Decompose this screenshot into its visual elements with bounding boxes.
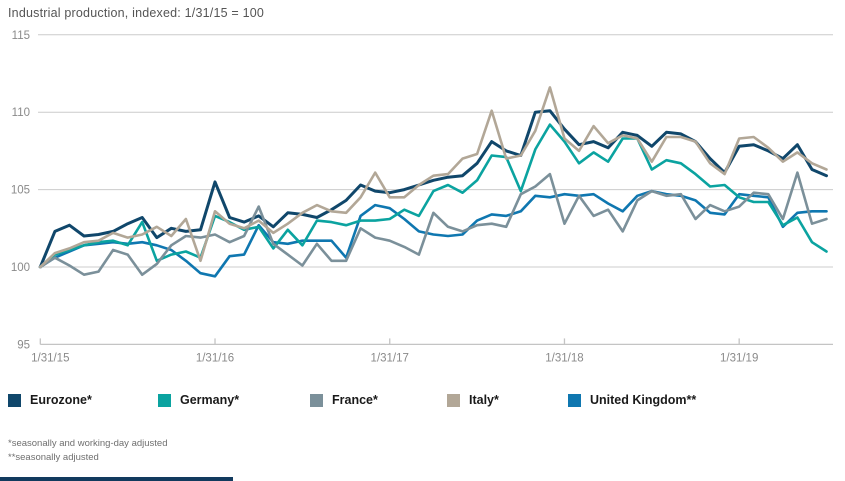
series-line-italy — [38, 86, 828, 269]
chart-title: Industrial production, indexed: 1/31/15 … — [8, 6, 265, 20]
united-kingdom-swatch-icon — [568, 393, 581, 407]
legend-label: Italy* — [469, 393, 499, 407]
y-tick-label-115: 115 — [12, 30, 30, 42]
y-tick-label-105: 105 — [11, 185, 30, 197]
series-line-germany — [38, 123, 828, 269]
legend-item-united-kingdom: United Kingdom** — [568, 393, 696, 407]
y-tick-label-95: 95 — [17, 339, 30, 351]
footnote-1: *seasonally and working-day adjusted — [8, 438, 168, 449]
line-chart-canvas: 115 110 105 100 951/31/15 1/31/16 1/31/17 1/31/… — [11, 30, 833, 364]
y-tick-label-100: 100 — [11, 262, 30, 274]
legend-label: Germany* — [180, 393, 240, 407]
germany-swatch-icon — [158, 393, 171, 407]
legend-item-eurozone: Eurozone* — [8, 393, 92, 407]
series-line-eurozone — [38, 109, 828, 269]
footnote-2: **seasonally adjusted — [8, 452, 99, 464]
x-tick-label-1/31/18: 1/31/18 — [545, 352, 583, 364]
legend-item-france: France* — [310, 393, 378, 407]
italy-swatch-icon — [447, 393, 460, 407]
chart-legend: Eurozone* Germany* France* Italy* United… — [0, 393, 845, 413]
x-tick-label-1/31/19: 1/31/19 — [720, 352, 758, 364]
france-swatch-icon — [310, 393, 323, 407]
bottom-divider — [0, 477, 233, 481]
series-line-united-kingdom — [38, 189, 828, 278]
x-tick-label-1/31/17: 1/31/17 — [371, 352, 409, 364]
x-tick-label-1/31/15: 1/31/15 — [31, 352, 69, 364]
eurozone-swatch-icon — [8, 393, 21, 407]
legend-label: Eurozone* — [30, 393, 92, 407]
y-tick-label-110: 110 — [12, 107, 30, 119]
footnotes: *seasonally and working-day adjusted **s… — [8, 437, 168, 466]
series-line-france — [38, 171, 828, 277]
legend-label: United Kingdom** — [590, 393, 697, 407]
legend-item-italy: Italy* — [447, 393, 499, 407]
x-tick-label-1/31/16: 1/31/16 — [196, 352, 234, 364]
legend-item-germany: Germany* — [158, 393, 239, 407]
legend-label: France* — [332, 393, 378, 407]
